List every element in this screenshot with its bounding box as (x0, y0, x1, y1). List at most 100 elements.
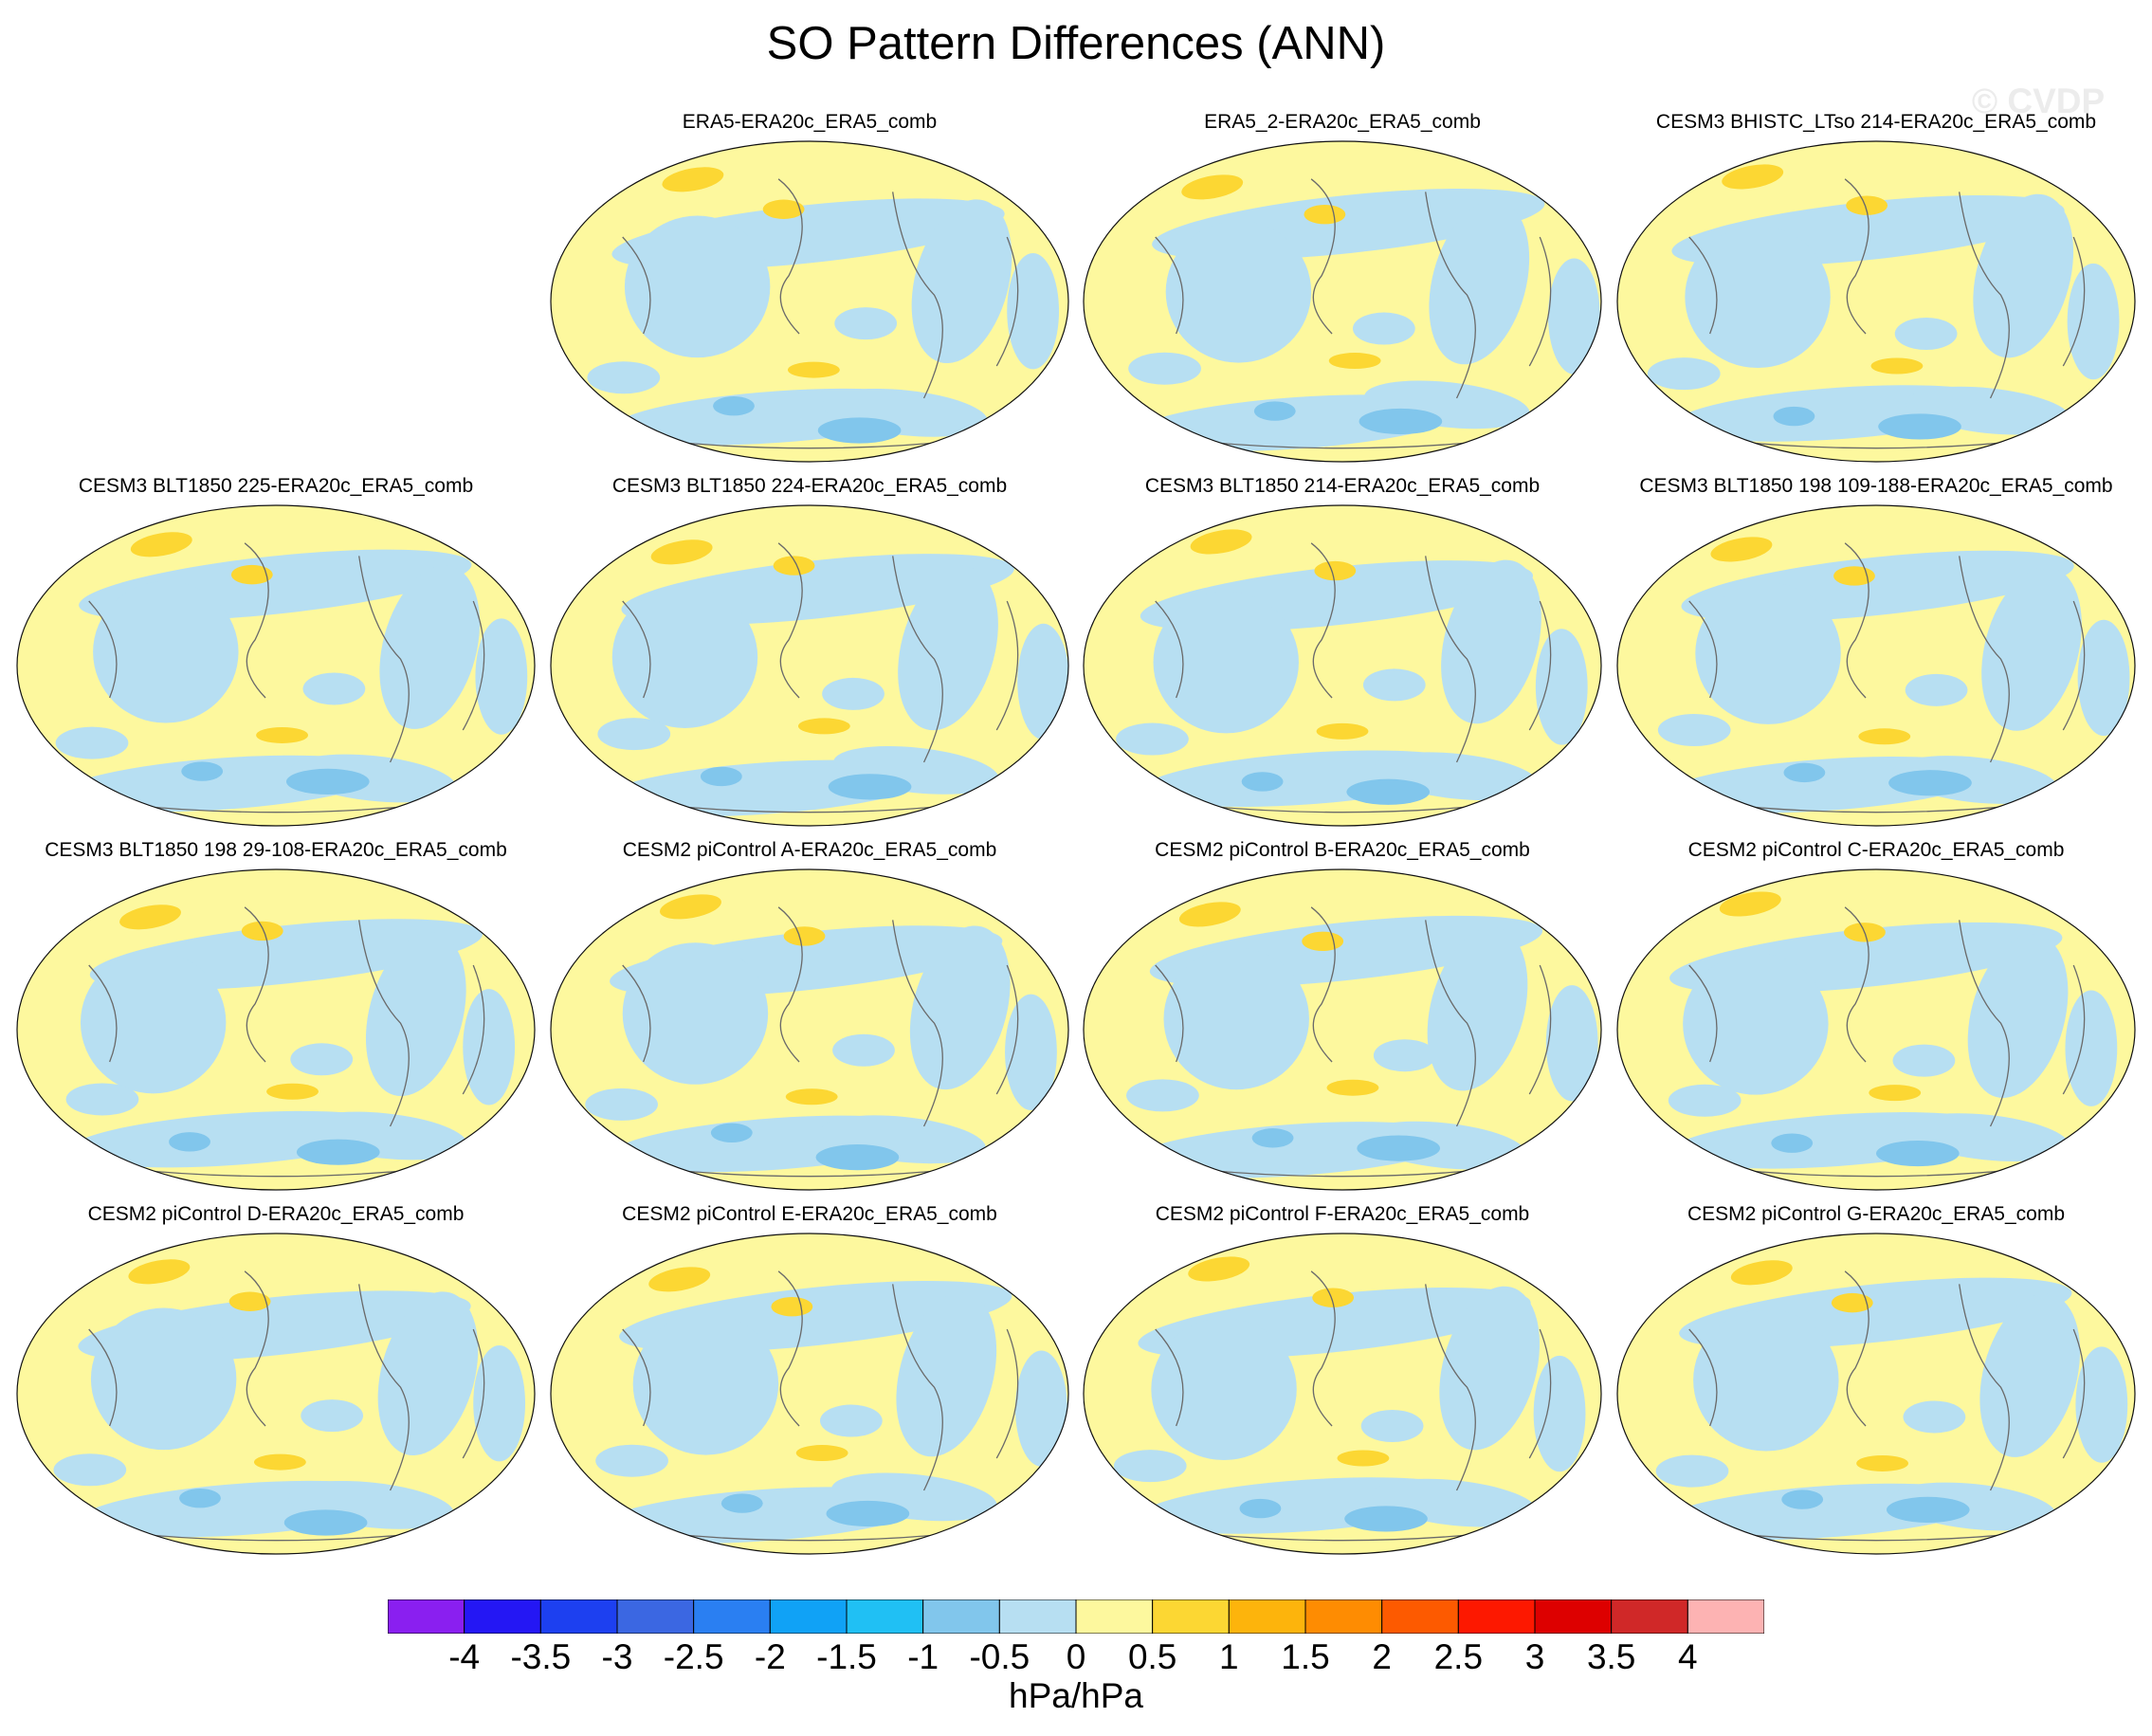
panel-title: ERA5_2-ERA20c_ERA5_comb (1204, 111, 1481, 133)
field-contour (787, 361, 840, 378)
field-contour (1316, 722, 1369, 740)
colorbar-tick-label: -1 (907, 1637, 939, 1676)
coastline (1688, 542, 2086, 813)
field-contour (1328, 353, 1381, 370)
colorbar-swatch (1152, 1599, 1230, 1635)
colorbar-swatch (693, 1599, 771, 1635)
panel-title: CESM2 piControl E-ERA20c_ERA5_comb (622, 1203, 997, 1225)
field-contour (896, 1292, 997, 1457)
field-contour (1886, 1496, 1970, 1523)
field-contour (1710, 537, 1773, 562)
field-contour (1831, 1292, 1873, 1313)
field-contour (1302, 931, 1344, 952)
colorbar-tick-label: 2 (1372, 1637, 1392, 1676)
colorbar-units: hPa/hPa (1009, 1676, 1143, 1715)
field-contour (1685, 226, 1831, 369)
field-contour (1005, 994, 1057, 1110)
field-contour (1352, 312, 1415, 345)
field-contour (587, 361, 661, 394)
colorbar-swatch (769, 1599, 848, 1635)
field-contour (65, 1083, 139, 1116)
coastline (88, 542, 485, 813)
panel-title: CESM2 piControl G-ERA20c_ERA5_comb (1687, 1203, 2065, 1225)
colorbar-swatch (539, 1599, 618, 1635)
field-contour (2067, 263, 2120, 380)
field-contour (815, 1144, 900, 1171)
field-contour (713, 395, 755, 416)
field-contour (475, 618, 528, 735)
field-contour (1888, 770, 1972, 796)
colorbar-tick-label: -2 (754, 1637, 786, 1676)
field-contour (1190, 529, 1252, 555)
colorbar-tick-label: 1.5 (1281, 1637, 1330, 1676)
colorbar-tick-label: -1.5 (816, 1637, 877, 1676)
field-contour (1894, 318, 1958, 350)
field-contour (285, 768, 370, 795)
map-panel (1083, 868, 1602, 1191)
panel-title: CESM2 piControl A-ERA20c_ERA5_comb (622, 839, 997, 861)
colorbar (387, 1599, 1765, 1635)
map-outline (16, 1233, 536, 1555)
map-panel (1083, 504, 1602, 827)
coastline (1155, 906, 1552, 1178)
map-outline (550, 1233, 1069, 1555)
panel-title: CESM2 piControl D-ERA20c_ERA5_comb (87, 1203, 465, 1225)
field-contour (1869, 1085, 1922, 1102)
coastline (622, 906, 1019, 1178)
field-contour (1344, 1506, 1428, 1532)
map-outline (1616, 1233, 2136, 1555)
field-contour (301, 1399, 364, 1433)
field-contour (181, 761, 224, 781)
field-contour (624, 215, 771, 358)
colorbar-tick-label: 3 (1524, 1637, 1545, 1676)
field-contour (1981, 567, 2082, 731)
field-contour (1239, 1498, 1282, 1519)
field-contour (1126, 1079, 1199, 1112)
field-contour (169, 1132, 210, 1152)
field-contour (1346, 778, 1431, 805)
field-contour (119, 905, 181, 930)
field-contour (771, 1297, 813, 1317)
field-contour (1783, 762, 1826, 783)
field-contour (1668, 1084, 1742, 1117)
field-contour (1535, 629, 1588, 745)
field-contour (1165, 221, 1312, 363)
field-contour (1657, 714, 1731, 746)
field-contour (1429, 200, 1530, 365)
field-contour (1439, 1286, 1541, 1451)
panel-title: CESM2 piControl C-ERA20c_ERA5_comb (1687, 839, 2065, 861)
field-contour (379, 565, 481, 729)
field-contour (1695, 582, 1841, 724)
colorbar-swatch (1457, 1599, 1536, 1635)
field-contour (832, 1033, 895, 1067)
map-panel (16, 868, 536, 1191)
field-contour (1693, 1308, 1839, 1452)
coastline (1155, 1270, 1552, 1542)
field-contour (1858, 728, 1911, 745)
field-contour (90, 1307, 237, 1451)
panel-title: CESM2 piControl F-ERA20c_ERA5_comb (1155, 1203, 1530, 1225)
map-outline (550, 868, 1069, 1191)
field-contour (179, 1488, 221, 1508)
map-panel (550, 504, 1069, 827)
field-contour (1015, 1350, 1067, 1467)
field-contour (1253, 401, 1296, 421)
cvdp-watermark: © CVDP (1971, 82, 2106, 120)
field-contour (53, 1453, 127, 1487)
colorbar-tick-label: 2.5 (1433, 1637, 1484, 1676)
field-contour (1312, 1288, 1355, 1307)
colorbar-tick-label: 3.5 (1586, 1637, 1636, 1676)
field-contour (1967, 934, 2069, 1098)
field-contour (1846, 195, 1888, 215)
map-outline (550, 504, 1069, 827)
field-contour (1548, 258, 1600, 375)
field-contour (710, 1123, 753, 1142)
coastline (1688, 178, 2086, 449)
field-contour (1304, 205, 1346, 225)
colorbar-swatch (1304, 1599, 1383, 1635)
field-contour (1357, 1135, 1441, 1161)
field-contour (1905, 673, 1968, 706)
field-contour (1116, 722, 1189, 756)
field-contour (93, 580, 239, 723)
field-contour (290, 1043, 354, 1076)
